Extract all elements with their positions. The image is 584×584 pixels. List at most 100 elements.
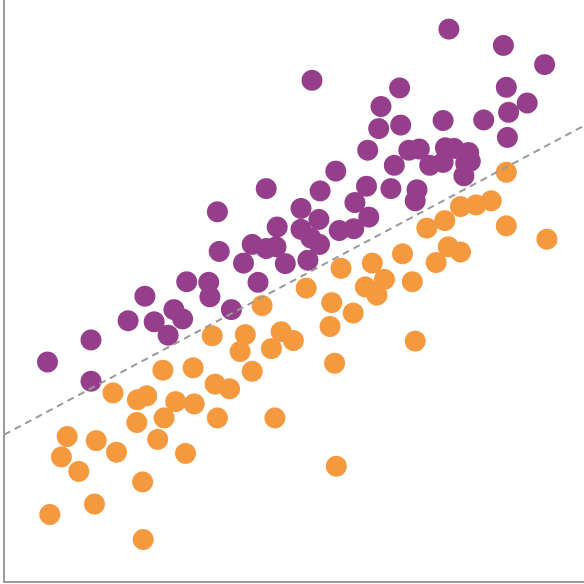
- orange-point-24: [219, 378, 241, 400]
- purple-point-5: [134, 285, 156, 307]
- orange-point-45: [401, 271, 423, 293]
- orange-point-32: [282, 330, 304, 351]
- orange-point-46: [404, 330, 426, 352]
- orange-point-15: [152, 359, 174, 381]
- orange-point-11: [132, 471, 154, 493]
- purple-point-47: [406, 179, 428, 201]
- orange-point-48: [425, 252, 447, 273]
- orange-point-2: [50, 446, 72, 468]
- orange-point-56: [495, 215, 517, 237]
- orange-point-5: [84, 493, 105, 515]
- purple-point-18: [247, 271, 269, 293]
- orange-point-29: [260, 338, 282, 360]
- orange-point-55: [495, 161, 517, 183]
- purple-point-19: [255, 178, 277, 200]
- orange-point-43: [374, 268, 395, 290]
- orange-point-13: [136, 385, 158, 407]
- orange-point-52: [450, 196, 471, 218]
- orange-point-30: [264, 407, 286, 429]
- purple-point-2: [80, 329, 102, 351]
- purple-point-34: [343, 218, 365, 240]
- purple-point-3: [80, 370, 102, 392]
- orange-point-14: [147, 428, 169, 450]
- purple-point-29: [308, 208, 330, 230]
- purple-point-28: [301, 69, 323, 91]
- orange-point-41: [361, 252, 383, 274]
- purple-point-36: [356, 175, 377, 197]
- purple-point-14: [208, 240, 230, 262]
- orange-point-28: [251, 295, 273, 317]
- purple-point-31: [309, 180, 331, 202]
- orange-point-37: [325, 455, 347, 477]
- purple-point-43: [389, 77, 411, 99]
- purple-point-13: [206, 201, 228, 223]
- purple-point-30: [309, 233, 330, 255]
- orange-point-21: [201, 325, 223, 347]
- orange-point-17: [165, 391, 187, 413]
- purple-point-51: [432, 110, 454, 131]
- orange-point-3: [56, 426, 78, 447]
- purple-point-62: [496, 126, 518, 148]
- purple-point-23: [274, 253, 296, 275]
- purple-point-25: [290, 197, 312, 219]
- orange-point-16: [153, 407, 175, 429]
- purple-point-59: [473, 109, 495, 131]
- purple-point-53: [438, 18, 460, 40]
- orange-point-38: [330, 257, 352, 279]
- purple-point-10: [176, 271, 198, 293]
- orange-point-42: [366, 284, 388, 306]
- orange-point-27: [241, 360, 263, 382]
- orange-point-34: [319, 316, 341, 337]
- purple-point-33: [325, 160, 347, 182]
- orange-point-33: [295, 277, 317, 299]
- purple-point-1: [37, 351, 58, 373]
- orange-point-35: [321, 292, 343, 314]
- orange-point-9: [126, 412, 148, 433]
- purple-point-6: [143, 311, 165, 333]
- purple-point-48: [408, 138, 430, 160]
- purple-point-4: [117, 310, 139, 332]
- purple-point-37: [357, 139, 379, 161]
- orange-point-1: [39, 504, 61, 525]
- purple-point-12: [199, 286, 221, 308]
- orange-point-12: [132, 529, 154, 550]
- purple-point-21: [265, 236, 287, 258]
- orange-point-6: [85, 430, 107, 452]
- orange-point-57: [536, 228, 558, 250]
- orange-point-39: [342, 302, 364, 324]
- orange-point-47: [416, 217, 438, 239]
- orange-point-26: [234, 324, 256, 346]
- orange-point-7: [102, 382, 124, 404]
- purple-point-63: [498, 101, 520, 123]
- purple-point-65: [534, 54, 556, 76]
- purple-point-9: [172, 308, 194, 330]
- orange-point-54: [480, 190, 502, 212]
- purple-point-61: [495, 76, 517, 98]
- orange-point-18: [175, 442, 196, 464]
- purple-point-40: [370, 96, 392, 117]
- purple-point-44: [390, 114, 412, 136]
- purple-point-42: [383, 154, 405, 176]
- purple-point-60: [492, 34, 514, 56]
- purple-point-26: [297, 249, 319, 271]
- trend-line: [3, 124, 584, 436]
- purple-point-58: [459, 150, 481, 172]
- orange-point-51: [450, 241, 471, 263]
- data-points: [37, 18, 558, 550]
- purple-point-41: [380, 178, 402, 200]
- orange-point-20: [183, 393, 205, 415]
- orange-point-49: [434, 210, 456, 232]
- purple-point-35: [344, 192, 366, 213]
- purple-point-39: [368, 118, 390, 140]
- orange-point-19: [182, 357, 204, 379]
- purple-point-64: [516, 92, 538, 114]
- orange-point-44: [392, 243, 413, 265]
- orange-point-36: [324, 352, 346, 374]
- purple-point-7: [157, 324, 179, 346]
- purple-point-16: [233, 252, 254, 274]
- orange-point-25: [229, 341, 251, 362]
- purple-point-15: [220, 299, 242, 321]
- orange-point-8: [106, 441, 127, 463]
- orange-point-23: [206, 407, 228, 429]
